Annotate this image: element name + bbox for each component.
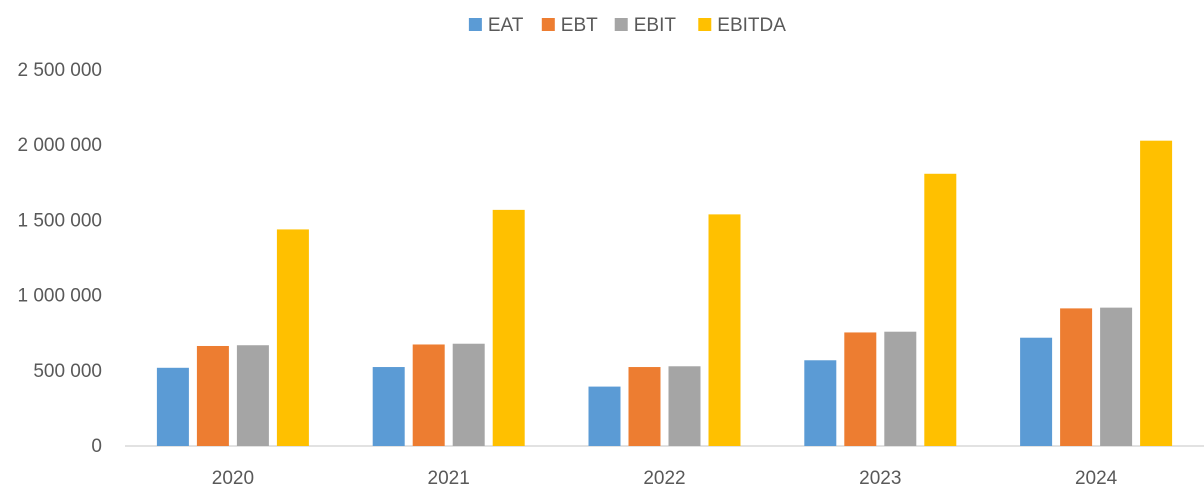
legend-swatch (614, 18, 628, 31)
x-tick-label: 2020 (212, 468, 254, 489)
x-tick-label: 2024 (1075, 468, 1118, 489)
bar-ebt-2022 (628, 367, 661, 446)
legend-item-eat: EAT (468, 15, 524, 36)
x-axis: 2020 2021 2022 2023 2024 (125, 445, 1204, 489)
legend-label: EAT (488, 15, 524, 36)
bars (156, 140, 1173, 447)
y-tick-label: 1 500 000 (17, 210, 102, 231)
x-tick-label: 2023 (859, 468, 901, 489)
bar-ebit-2022 (668, 366, 701, 446)
bar-ebitda-2023 (924, 173, 957, 446)
bar-ebt-2024 (1060, 308, 1093, 446)
y-tick-label: 2 000 000 (17, 135, 102, 156)
legend-swatch (541, 18, 555, 31)
bar-ebit-2021 (452, 343, 485, 446)
legend-label: EBITDA (717, 15, 786, 36)
legend-item-ebt: EBT (541, 15, 598, 36)
bar-eat-2024 (1020, 337, 1053, 446)
legend: EAT EBT EBIT EBITDA (468, 15, 786, 36)
legend-swatch (468, 18, 482, 31)
bar-ebitda-2021 (492, 209, 525, 446)
x-tick-label: 2022 (643, 468, 685, 489)
bar-ebt-2023 (844, 332, 877, 446)
x-tick-label: 2021 (428, 468, 470, 489)
y-tick-label: 500 000 (33, 361, 102, 382)
y-axis: 0 500 000 1 000 000 1 500 000 2 000 000 2 500… (17, 60, 102, 457)
legend-item-ebit: EBIT (614, 15, 677, 36)
y-tick-label: 1 000 000 (17, 286, 102, 307)
y-tick-label: 0 (91, 436, 102, 457)
bar-ebit-2024 (1100, 307, 1133, 446)
bar-ebit-2023 (884, 331, 917, 446)
bar-ebitda-2024 (1140, 140, 1173, 447)
legend-swatch (698, 18, 712, 31)
y-tick-label: 2 500 000 (17, 60, 102, 81)
bar-eat-2020 (156, 367, 189, 446)
legend-item-ebitda: EBITDA (698, 15, 786, 36)
bar-eat-2023 (804, 360, 837, 446)
bar-ebt-2021 (412, 344, 445, 446)
bar-eat-2022 (588, 386, 621, 446)
bar-eat-2021 (372, 367, 405, 446)
bar-ebit-2020 (236, 345, 269, 446)
legend-label: EBIT (634, 15, 677, 36)
bar-ebitda-2020 (276, 229, 309, 446)
legend-label: EBT (561, 15, 598, 36)
bar-ebt-2020 (196, 345, 229, 446)
bar-ebitda-2022 (708, 214, 741, 446)
